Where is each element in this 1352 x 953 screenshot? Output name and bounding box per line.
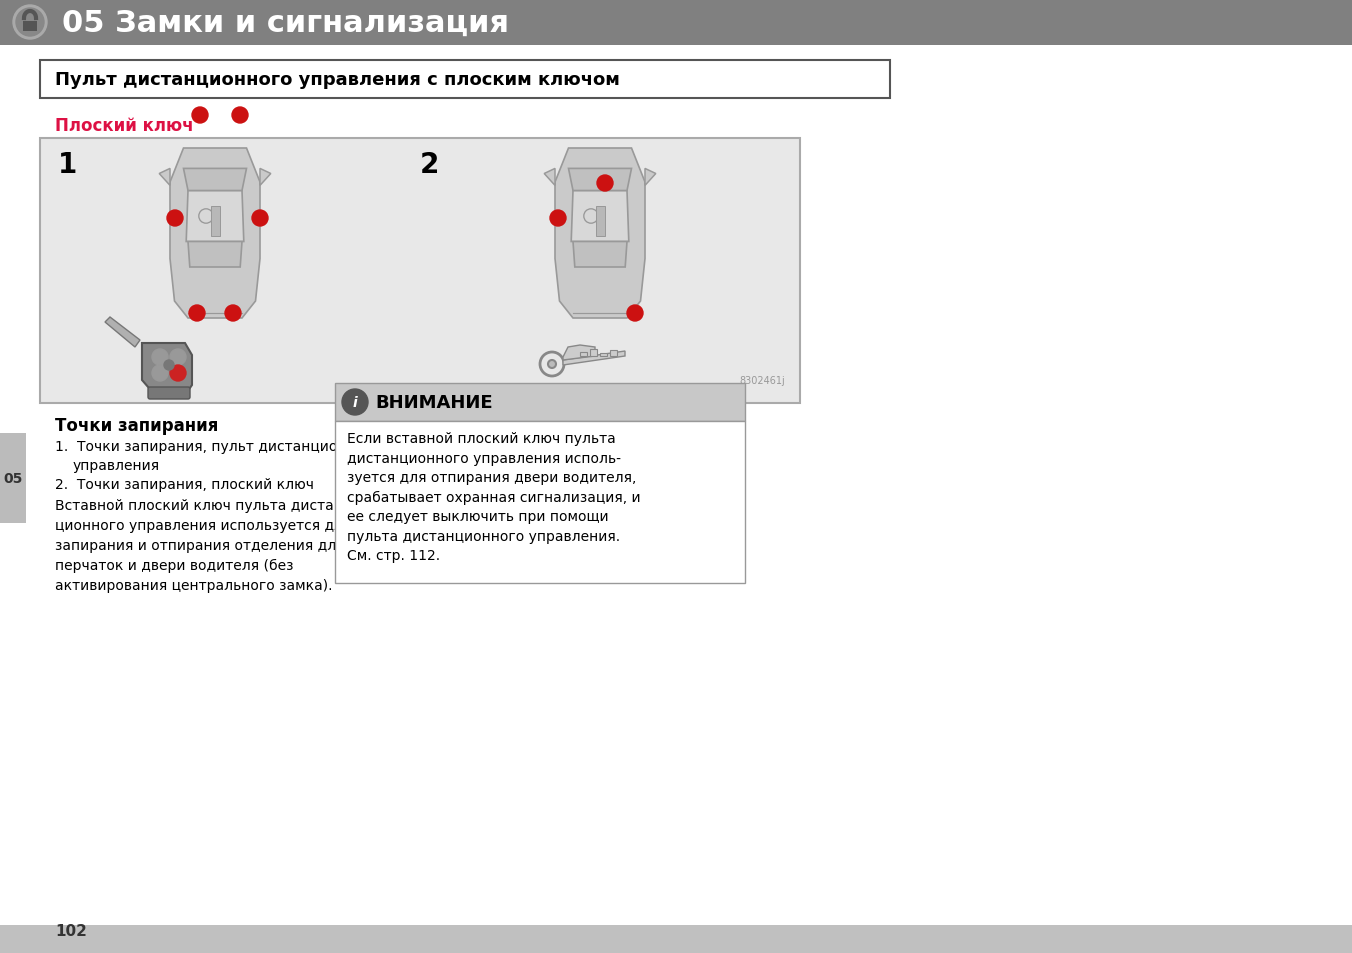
Bar	[580, 353, 587, 356]
Circle shape	[168, 211, 183, 227]
Circle shape	[16, 9, 45, 37]
Bar	[23, 22, 37, 32]
Bar	[0, 925, 1352, 953]
Bar	[335, 384, 745, 421]
Circle shape	[598, 175, 612, 192]
Circle shape	[627, 306, 644, 322]
Bar	[610, 351, 617, 356]
Text: Точки запирания: Точки запирания	[55, 416, 219, 435]
Bar	[211, 207, 219, 237]
Text: 102: 102	[55, 923, 87, 939]
Polygon shape	[545, 170, 556, 186]
Polygon shape	[105, 317, 141, 348]
Text: 1.  Точки запирания, пульт дистанционного: 1. Точки запирания, пульт дистанционного	[55, 439, 380, 454]
FancyBboxPatch shape	[147, 388, 191, 399]
Polygon shape	[571, 192, 629, 242]
Text: ВНИМАНИЕ: ВНИМАНИЕ	[375, 394, 492, 412]
Text: 2: 2	[420, 151, 439, 179]
Bar	[0, 0, 1352, 46]
Text: Плоский ключ: Плоский ключ	[55, 117, 193, 135]
Bar	[41, 139, 800, 403]
Bar	[589, 350, 598, 356]
Circle shape	[170, 350, 187, 366]
Circle shape	[548, 360, 556, 369]
Polygon shape	[562, 352, 625, 366]
FancyBboxPatch shape	[41, 61, 890, 99]
Circle shape	[14, 6, 47, 40]
Polygon shape	[170, 149, 260, 318]
Bar	[0, 434, 26, 523]
Polygon shape	[187, 192, 243, 242]
Circle shape	[164, 360, 174, 371]
Bar	[595, 207, 604, 237]
Polygon shape	[556, 149, 645, 318]
Polygon shape	[645, 170, 656, 186]
Text: Вставной плоский ключ пульта дистан-
ционного управления используется для
запира: Вставной плоский ключ пульта дистан- цио…	[55, 498, 352, 593]
Bar	[600, 354, 607, 356]
Bar	[335, 421, 745, 583]
Circle shape	[342, 390, 368, 416]
Text: Пульт дистанционного управления с плоским ключом: Пульт дистанционного управления с плоски…	[55, 71, 619, 89]
Polygon shape	[142, 344, 192, 395]
Circle shape	[192, 108, 208, 124]
Polygon shape	[184, 170, 246, 192]
Circle shape	[224, 306, 241, 322]
Circle shape	[189, 306, 206, 322]
Text: 05 Замки и сигнализация: 05 Замки и сигнализация	[62, 9, 508, 37]
Circle shape	[233, 108, 247, 124]
Text: 2.  Точки запирания, плоский ключ: 2. Точки запирания, плоский ключ	[55, 477, 314, 492]
Circle shape	[550, 211, 566, 227]
Circle shape	[151, 366, 168, 381]
Text: управления: управления	[73, 458, 160, 473]
Polygon shape	[160, 170, 170, 186]
Polygon shape	[188, 242, 242, 268]
Text: 05: 05	[3, 472, 23, 485]
Polygon shape	[260, 170, 270, 186]
Polygon shape	[562, 346, 595, 360]
Text: Если вставной плоский ключ пульта
дистанционного управления исполь-
зуется для о: Если вставной плоский ключ пульта дистан…	[347, 432, 641, 562]
Polygon shape	[573, 242, 627, 268]
Circle shape	[170, 366, 187, 381]
Polygon shape	[568, 170, 631, 192]
Text: 1: 1	[58, 151, 77, 179]
Text: i: i	[353, 395, 357, 410]
Text: 8302461j: 8302461j	[740, 375, 786, 386]
Circle shape	[251, 211, 268, 227]
Circle shape	[151, 350, 168, 366]
